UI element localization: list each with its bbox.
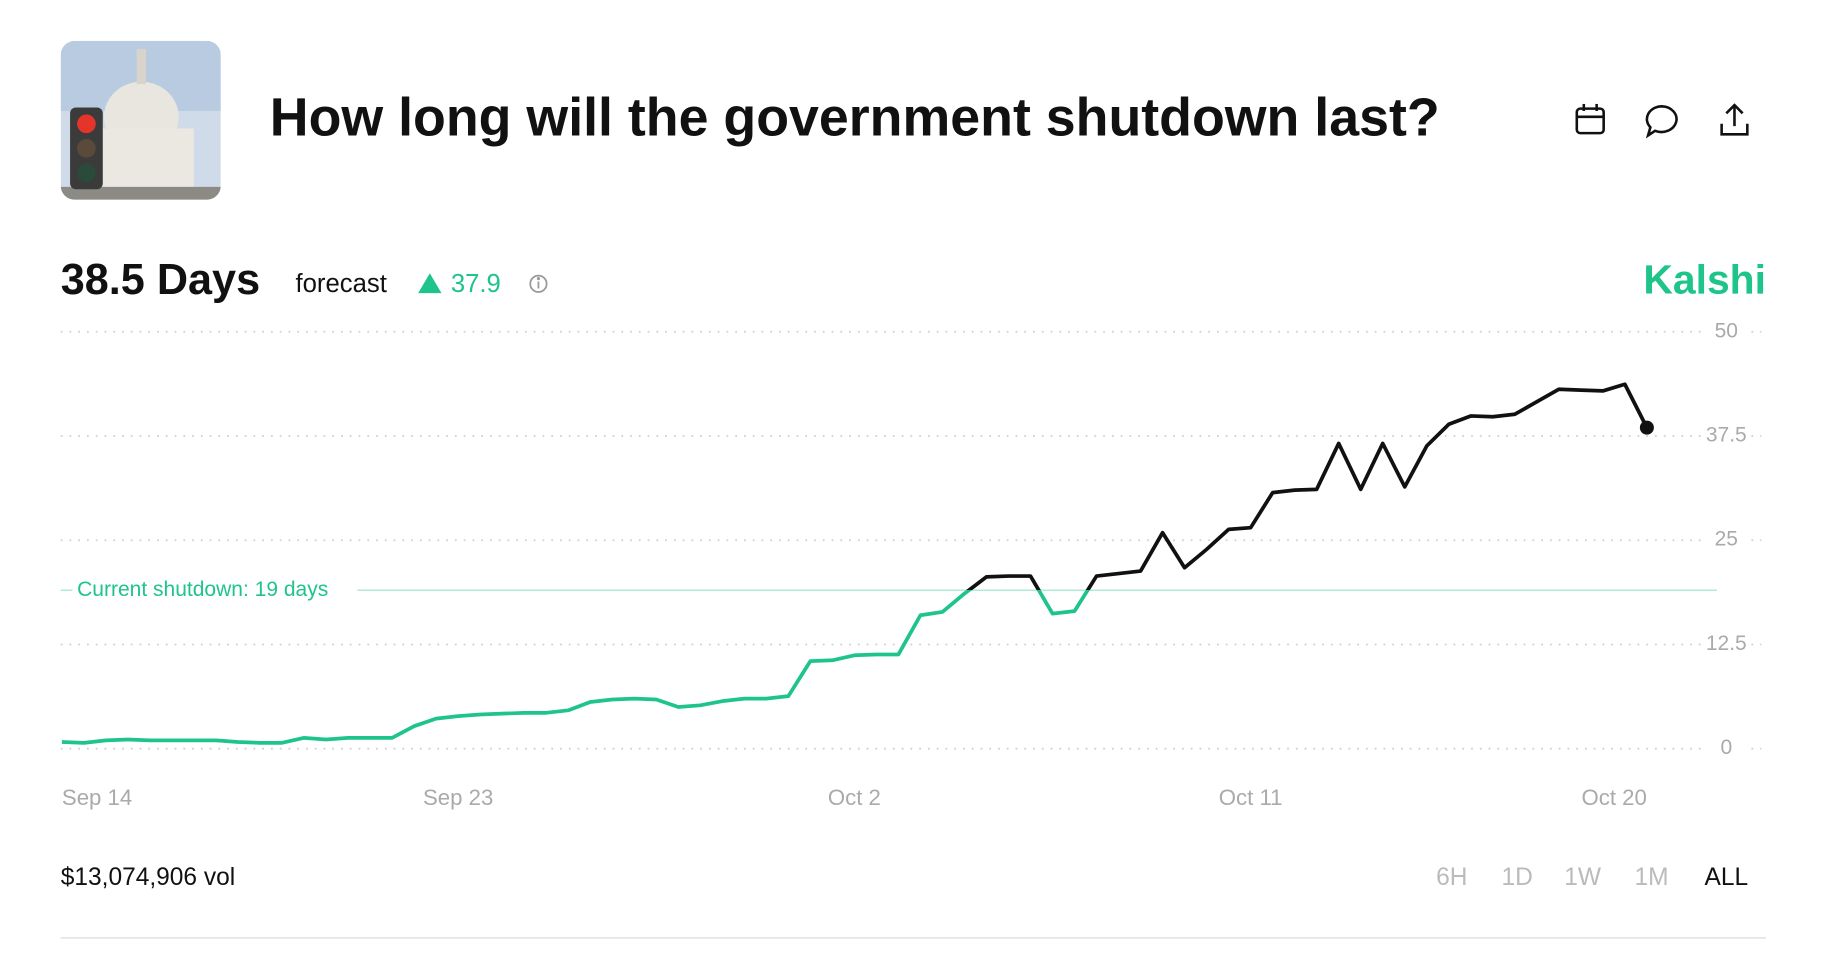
x-tick-label: Sep 14 (62, 785, 132, 810)
range-button[interactable]: 1W (1564, 864, 1602, 891)
tick-label-bg (1702, 735, 1750, 762)
range-button[interactable]: 1M (1635, 864, 1669, 891)
tick-label-bg (1702, 423, 1750, 449)
x-tick-label: Oct 20 (1582, 785, 1647, 810)
x-tick-label: Oct 11 (1219, 785, 1283, 810)
info-icon[interactable] (529, 274, 548, 293)
comment-button[interactable] (1645, 105, 1678, 139)
price-line (61, 382, 1649, 745)
x-tick-label: Sep 23 (423, 785, 493, 810)
range-buttons: 6H 1D 1W 1M ALL (1436, 864, 1748, 891)
brand: Kalshi (1643, 256, 1766, 302)
range-button[interactable]: ALL (1704, 864, 1748, 891)
range-button[interactable]: 6H (1436, 864, 1467, 891)
change-arrow (418, 273, 442, 294)
y-tick-label: 37.5 (1706, 424, 1747, 447)
tick-label-bg (1702, 631, 1750, 658)
y-tick-label: 50 (1715, 319, 1738, 342)
y-tick-label: 25 (1715, 528, 1738, 551)
volume: $13,074,906 vol (61, 864, 235, 891)
x-tick-label: Oct 2 (828, 785, 881, 810)
reference-label-bg (72, 576, 358, 605)
market-title: How long will the government shutdown la… (270, 88, 1440, 148)
y-tick-label: 12.5 (1706, 632, 1747, 655)
last-point (1639, 420, 1654, 435)
forecast-value: 38.5 Days (61, 256, 260, 304)
tick-label-bg (1702, 318, 1750, 345)
calendar-button[interactable] (1575, 103, 1605, 135)
tick-label-bg (1702, 527, 1750, 554)
share-button[interactable] (1720, 103, 1749, 136)
reference-label: Current shutdown: 19 days (77, 578, 328, 601)
range-button[interactable]: 1D (1502, 864, 1533, 891)
market-icon (60, 40, 221, 200)
forecast-label: forecast (296, 270, 387, 298)
plot-area: 0 12.5 25 37.5 50 Sep 14 Sep 23 Oct 2 Oct 11 Oct … (60, 318, 1762, 810)
y-tick-label: 0 (1720, 736, 1732, 759)
forecast-change: 37.9 (451, 270, 501, 298)
